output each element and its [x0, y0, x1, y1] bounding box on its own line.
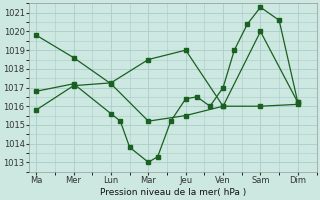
X-axis label: Pression niveau de la mer( hPa ): Pression niveau de la mer( hPa )	[100, 188, 246, 197]
